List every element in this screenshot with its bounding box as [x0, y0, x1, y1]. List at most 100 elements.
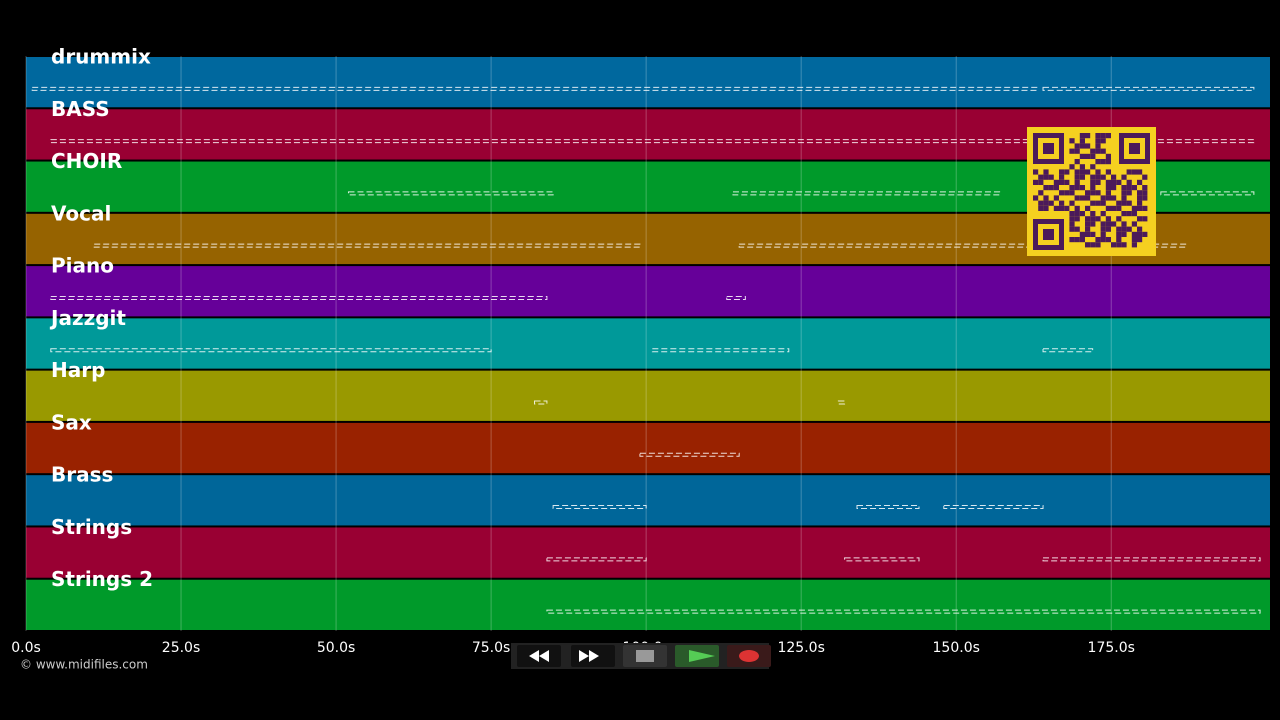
lane	[26, 57, 1270, 108]
play-icon	[689, 650, 715, 662]
qr-module	[1085, 221, 1091, 227]
qr-module	[1131, 211, 1137, 217]
track-name: Jazzgit	[49, 306, 126, 330]
qr-module	[1074, 143, 1080, 149]
qr-module	[1079, 164, 1085, 170]
qr-module	[1100, 231, 1106, 237]
qr-module	[1074, 174, 1080, 180]
x-tick-label: 0.0s	[11, 640, 41, 656]
qr-module	[1121, 211, 1127, 217]
qr-module	[1121, 190, 1127, 196]
qr-module	[1053, 195, 1059, 201]
track-name: BASS	[51, 97, 110, 121]
qr-module	[1079, 237, 1085, 243]
qr-module	[1121, 231, 1127, 237]
qr-module	[1131, 185, 1137, 191]
qr-module	[1105, 190, 1111, 196]
qr-module	[1085, 231, 1091, 237]
qr-module	[1116, 205, 1122, 211]
qr-module	[1111, 179, 1117, 185]
qr-module	[1053, 185, 1059, 191]
qr-module	[1069, 216, 1075, 222]
qr-module	[1142, 216, 1148, 222]
qr-module	[1126, 185, 1132, 191]
qr-module	[1121, 185, 1127, 191]
qr-module	[1048, 174, 1054, 180]
qr-module	[1085, 190, 1091, 196]
x-tick-label: 50.0s	[317, 640, 355, 656]
qr-module	[1079, 231, 1085, 237]
qr-code	[1027, 127, 1156, 256]
qr-module	[1043, 169, 1049, 175]
qr-module	[1064, 179, 1070, 185]
qr-module	[1074, 195, 1080, 201]
qr-module	[1142, 231, 1148, 237]
qr-module	[1038, 179, 1044, 185]
qr-module	[1111, 185, 1117, 191]
qr-module	[1038, 200, 1044, 206]
qr-module	[1105, 159, 1111, 165]
qr-module	[1137, 190, 1143, 196]
note-span	[1042, 348, 1094, 353]
qr-module	[1048, 200, 1054, 206]
qr-module	[1121, 221, 1127, 227]
stop-icon	[636, 650, 654, 662]
qr-module	[1074, 216, 1080, 222]
note-span	[50, 295, 548, 300]
qr-module	[1090, 185, 1096, 191]
qr-module	[1137, 179, 1143, 185]
note-span	[1160, 191, 1255, 196]
record-icon	[739, 650, 759, 662]
qr-module	[1074, 185, 1080, 191]
qr-module	[1079, 169, 1085, 175]
qr-module	[1033, 169, 1039, 175]
qr-module	[1074, 237, 1080, 243]
qr-module	[1137, 237, 1143, 243]
note-span	[93, 243, 641, 248]
x-tick-label: 25.0s	[162, 640, 200, 656]
track-name: Piano	[51, 254, 114, 278]
track-name: Harp	[51, 358, 105, 382]
x-tick-label: 125.0s	[777, 640, 824, 656]
qr-module	[1095, 169, 1101, 175]
qr-module	[1059, 179, 1065, 185]
qr-module	[1059, 190, 1065, 196]
track-name: drummix	[51, 45, 151, 69]
qr-module	[1074, 211, 1080, 217]
note-span	[639, 452, 740, 457]
qr-module	[1069, 237, 1075, 243]
qr-module	[1116, 231, 1122, 237]
qr-finder-core	[1043, 143, 1054, 154]
note-span	[943, 505, 1044, 510]
credit: © www.midifiles.com	[20, 658, 148, 672]
qr-module	[1100, 138, 1106, 144]
qr-module	[1105, 237, 1111, 243]
qr-module	[1121, 242, 1127, 248]
lane	[26, 266, 1270, 317]
qr-module	[1126, 200, 1132, 206]
qr-module	[1074, 169, 1080, 175]
qr-module	[1095, 237, 1101, 243]
qr-module	[1053, 205, 1059, 211]
transport-controls	[511, 643, 771, 669]
qr-module	[1142, 190, 1148, 196]
qr-module	[1043, 205, 1049, 211]
track-name: Brass	[51, 463, 113, 487]
qr-module	[1043, 185, 1049, 191]
track-name: Strings	[51, 515, 132, 539]
lane	[26, 527, 1270, 578]
qr-module	[1090, 148, 1096, 154]
qr-module	[1105, 221, 1111, 227]
qr-module	[1131, 169, 1137, 175]
qr-module	[1048, 185, 1054, 191]
qr-module	[1121, 174, 1127, 180]
qr-module	[1111, 221, 1117, 227]
qr-module	[1142, 205, 1148, 211]
qr-module	[1085, 216, 1091, 222]
qr-module	[1111, 195, 1117, 201]
qr-module	[1064, 205, 1070, 211]
qr-module	[1074, 179, 1080, 185]
qr-module	[1090, 179, 1096, 185]
qr-module	[1085, 226, 1091, 232]
